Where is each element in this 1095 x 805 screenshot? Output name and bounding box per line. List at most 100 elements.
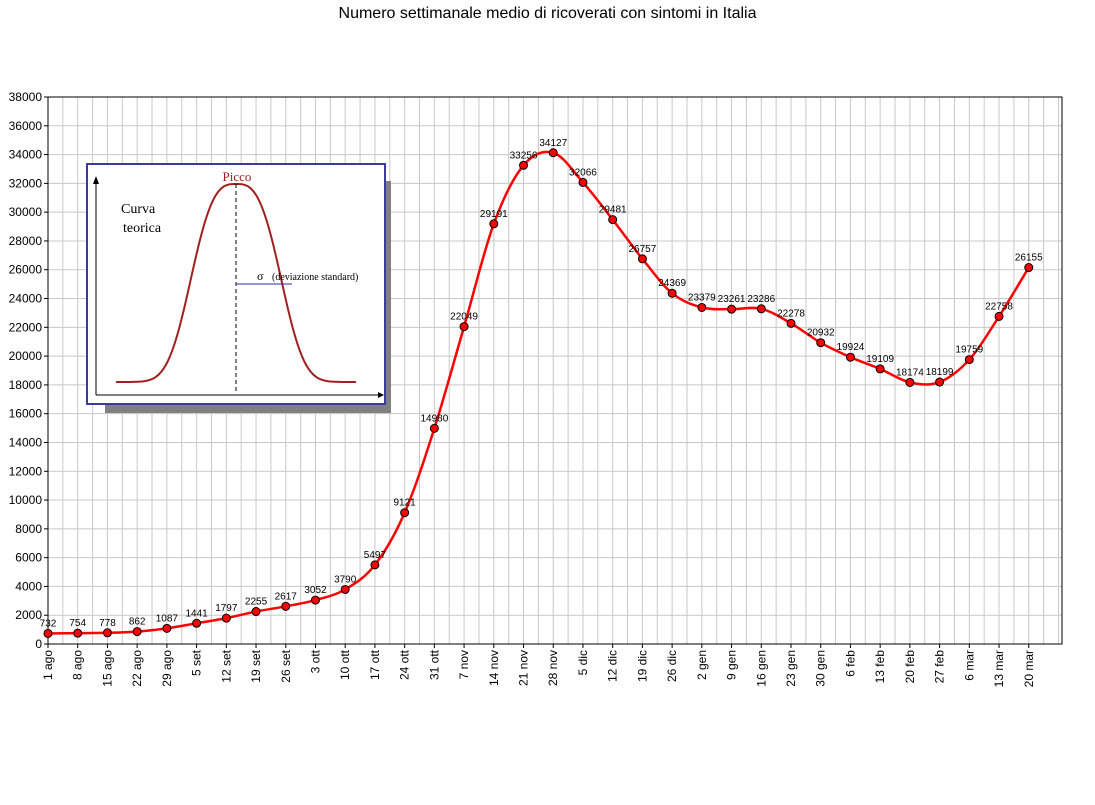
x-tick-label: 26 dic — [665, 650, 679, 682]
y-tick-label: 0 — [35, 637, 42, 651]
data-point — [310, 595, 320, 605]
x-tick-label: 12 dic — [606, 650, 620, 682]
data-label: 19924 — [837, 342, 865, 353]
data-point — [816, 338, 826, 348]
data-point — [102, 628, 112, 638]
data-label: 22049 — [450, 312, 478, 323]
data-label: 22758 — [985, 301, 1013, 312]
sigma-symbol: σ — [257, 269, 264, 283]
axes — [47, 96, 1063, 645]
data-label: 14980 — [420, 413, 448, 424]
data-point — [221, 613, 231, 623]
data-point — [697, 302, 707, 312]
data-label: 2617 — [275, 591, 298, 602]
curve-label-line2: teorica — [123, 221, 162, 236]
data-point — [727, 304, 737, 314]
data-label: 732 — [40, 618, 57, 629]
y-tick-label: 30000 — [9, 205, 43, 219]
curve-label-line1: Curva — [121, 202, 156, 217]
data-point — [548, 148, 558, 158]
data-label: 1441 — [185, 608, 208, 619]
data-label: 22278 — [777, 308, 805, 319]
data-point — [875, 364, 885, 374]
x-tick-label: 27 feb — [933, 650, 947, 684]
x-tick-label: 19 dic — [635, 650, 649, 682]
x-tick-label: 22 ago — [130, 650, 144, 687]
data-label: 1087 — [156, 613, 179, 624]
theoretical-curve-inset: Picco Curva teorica σ (deviazione standa… — [86, 163, 391, 413]
data-label: 3790 — [334, 574, 357, 585]
x-tick-label: 29 ago — [160, 650, 174, 687]
data-point — [578, 177, 588, 187]
y-tick-label: 38000 — [9, 90, 43, 104]
y-axis-ticks: 0 2000 4000 6000 8000 10000 12000 14000 16000 180… — [9, 90, 48, 651]
data-point — [786, 318, 796, 328]
x-tick-label: 5 set — [190, 649, 204, 676]
x-tick-label: 6 mar — [962, 650, 976, 681]
data-point — [637, 254, 647, 264]
data-point — [964, 355, 974, 365]
x-tick-label: 8 ago — [71, 650, 85, 680]
x-tick-label: 5 dic — [576, 650, 590, 675]
data-point — [756, 304, 766, 314]
y-tick-label: 34000 — [9, 148, 43, 162]
data-point — [73, 628, 83, 638]
data-label: 2255 — [245, 597, 268, 608]
data-point — [340, 584, 350, 594]
x-axis-ticks: 1 ago 8 ago 15 ago 22 ago 29 ago 5 set 12 set 1… — [41, 644, 1036, 687]
data-point — [994, 311, 1004, 321]
data-point — [608, 215, 618, 225]
y-tick-label: 2000 — [15, 608, 42, 622]
data-label: 23379 — [688, 292, 716, 303]
x-tick-label: 20 mar — [1022, 650, 1036, 687]
y-tick-label: 8000 — [15, 522, 42, 536]
data-label: 29481 — [599, 205, 627, 216]
x-tick-label: 16 gen — [754, 650, 768, 687]
data-point — [459, 322, 469, 332]
x-tick-label: 1 ago — [41, 650, 55, 680]
chart-title: Numero settimanale medio di ricoverati c… — [338, 5, 757, 22]
y-tick-label: 26000 — [9, 263, 43, 277]
y-tick-label: 10000 — [9, 493, 43, 507]
y-tick-label: 16000 — [9, 407, 43, 421]
x-tick-label: 31 ott — [427, 649, 441, 680]
data-label: 5497 — [364, 550, 387, 561]
x-tick-label: 3 ott — [308, 649, 322, 673]
data-point — [162, 623, 172, 633]
y-tick-label: 28000 — [9, 234, 43, 248]
peak-label: Picco — [223, 169, 252, 184]
data-point — [905, 377, 915, 387]
data-label: 19109 — [866, 354, 894, 365]
x-tick-label: 6 feb — [843, 650, 857, 677]
data-label: 862 — [129, 617, 146, 628]
x-tick-label: 14 nov — [487, 650, 501, 686]
y-tick-label: 32000 — [9, 176, 43, 190]
data-label: 26757 — [628, 244, 656, 255]
data-point — [429, 423, 439, 433]
x-tick-label: 30 gen — [814, 650, 828, 687]
data-point — [845, 352, 855, 362]
data-point — [935, 377, 945, 387]
plot-border — [47, 96, 1063, 645]
data-label: 20932 — [807, 328, 835, 339]
data-labels: 732 754 778 862 1087 1441 1797 2255 2617 3052 3790… — [40, 138, 1043, 630]
data-label: 23286 — [747, 294, 775, 305]
data-points — [43, 148, 1034, 638]
data-label: 24369 — [658, 278, 686, 289]
x-tick-label: 20 feb — [903, 650, 917, 684]
data-label: 778 — [99, 618, 116, 629]
y-tick-label: 18000 — [9, 378, 43, 392]
data-point — [43, 628, 53, 638]
data-label: 19759 — [955, 345, 983, 356]
data-point — [251, 607, 261, 617]
y-tick-label: 14000 — [9, 435, 43, 449]
sigma-label: (deviazione standard) — [272, 272, 358, 283]
x-tick-label: 13 feb — [873, 650, 887, 684]
data-point — [489, 219, 499, 229]
data-label: 32066 — [569, 167, 597, 178]
x-tick-label: 7 nov — [457, 650, 471, 679]
data-point — [192, 618, 202, 628]
x-tick-label: 17 ott — [368, 649, 382, 680]
y-tick-label: 24000 — [9, 292, 43, 306]
